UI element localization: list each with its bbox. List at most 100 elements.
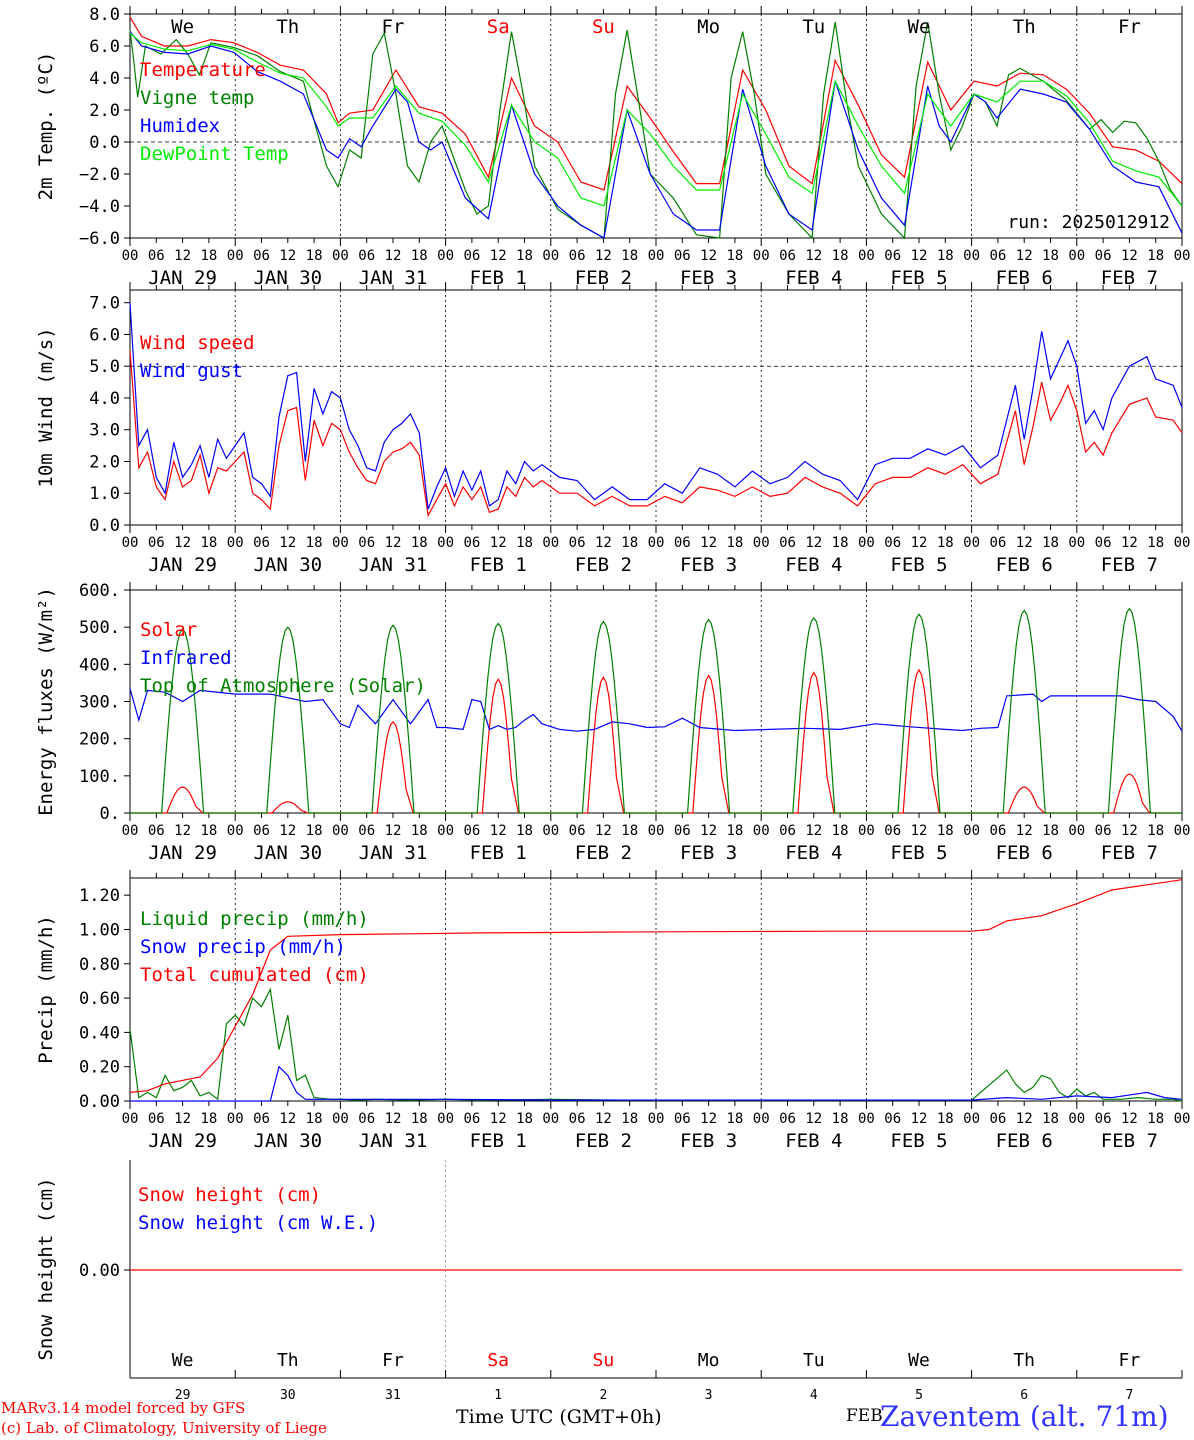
hour-tick-label: 00 xyxy=(332,1111,349,1127)
weekday-label: Fr xyxy=(1119,1350,1141,1371)
hour-tick-label: 18 xyxy=(621,535,638,551)
legend-entry: Temperature xyxy=(140,59,266,81)
date-label: JAN 30 xyxy=(253,554,322,576)
date-label: FEB 7 xyxy=(1101,842,1158,864)
series-line-wind-speed xyxy=(129,350,1183,518)
date-label: FEB 5 xyxy=(890,267,947,289)
hour-tick-label: 18 xyxy=(200,248,217,264)
hour-tick-label: 18 xyxy=(1042,823,1059,839)
date-label: FEB 1 xyxy=(470,554,527,576)
hour-tick-label: 00 xyxy=(858,1111,875,1127)
hour-tick-label: 00 xyxy=(1068,1111,1085,1127)
credit-line-2: (c) Lab. of Climatology, University of L… xyxy=(1,1419,327,1437)
hour-tick-label: 12 xyxy=(595,248,612,264)
y-tick-label: 0.60 xyxy=(79,989,120,1009)
date-label: FEB 2 xyxy=(575,1130,632,1152)
hour-tick-label: 12 xyxy=(385,535,402,551)
hour-tick-label: 18 xyxy=(621,1111,638,1127)
date-label: JAN 30 xyxy=(253,267,322,289)
date-label: FEB 7 xyxy=(1101,1130,1158,1152)
hour-tick-label: 12 xyxy=(174,535,191,551)
hour-tick-label: 06 xyxy=(884,248,901,264)
hour-tick-label: 00 xyxy=(1174,248,1191,264)
series-line-wind-gust xyxy=(129,302,1183,510)
hour-tick-label: 12 xyxy=(805,823,822,839)
hour-tick-label: 18 xyxy=(306,535,323,551)
hour-tick-label: 00 xyxy=(648,1111,665,1127)
date-label: FEB 4 xyxy=(785,842,842,864)
hour-tick-label: 00 xyxy=(542,535,559,551)
hour-tick-label: 00 xyxy=(542,248,559,264)
hour-tick-label: 12 xyxy=(279,1111,296,1127)
hour-tick-label: 12 xyxy=(1121,535,1138,551)
y-axis-label: 10m Wind (m/s) xyxy=(35,327,57,487)
hour-tick-label: 06 xyxy=(253,1111,270,1127)
hour-tick-label: 12 xyxy=(911,823,928,839)
hour-tick-label: 06 xyxy=(674,248,691,264)
hour-tick-label: 00 xyxy=(1068,248,1085,264)
hour-tick-label: 18 xyxy=(411,823,428,839)
y-tick-label: 0.80 xyxy=(79,955,120,975)
date-label: FEB 6 xyxy=(996,1130,1053,1152)
hour-tick-label: 12 xyxy=(174,1111,191,1127)
date-label: FEB 7 xyxy=(1101,267,1158,289)
weekday-label: Fr xyxy=(1118,16,1141,38)
hour-tick-label: 12 xyxy=(700,1111,717,1127)
hour-tick-label: 18 xyxy=(306,1111,323,1127)
y-tick-label: −4.0 xyxy=(79,197,120,217)
date-label: JAN 30 xyxy=(253,842,322,864)
y-tick-label: 0.20 xyxy=(79,1058,120,1078)
hour-tick-label: 18 xyxy=(937,535,954,551)
hour-tick-label: 06 xyxy=(674,823,691,839)
hour-tick-label: 18 xyxy=(200,1111,217,1127)
series-line-total-cumulated-cm- xyxy=(129,879,1183,1093)
hour-tick-label: 12 xyxy=(805,1111,822,1127)
hour-tick-label: 00 xyxy=(963,823,980,839)
hour-tick-label: 12 xyxy=(490,248,507,264)
day-number-label: 6 xyxy=(1020,1388,1028,1403)
hour-tick-label: 12 xyxy=(700,823,717,839)
hour-tick-label: 18 xyxy=(832,248,849,264)
weekday-label: We xyxy=(908,1350,930,1371)
weekday-label: Su xyxy=(592,16,615,38)
hour-tick-label: 12 xyxy=(1016,248,1033,264)
date-label: FEB 3 xyxy=(680,267,737,289)
hour-tick-label: 00 xyxy=(542,823,559,839)
hour-tick-label: 06 xyxy=(358,535,375,551)
hour-tick-label: 12 xyxy=(700,248,717,264)
hour-tick-label: 06 xyxy=(358,248,375,264)
date-label: FEB 6 xyxy=(996,554,1053,576)
hour-tick-label: 18 xyxy=(726,823,743,839)
hour-tick-label: 00 xyxy=(437,248,454,264)
date-label: FEB 1 xyxy=(470,267,527,289)
date-label: JAN 29 xyxy=(148,1130,217,1152)
weekday-label: Mo xyxy=(698,1350,720,1371)
hour-tick-label: 00 xyxy=(122,823,139,839)
hour-tick-label: 18 xyxy=(1147,823,1164,839)
hour-tick-label: 06 xyxy=(253,535,270,551)
y-tick-label: 0.0 xyxy=(89,516,120,536)
date-label: JAN 31 xyxy=(359,267,428,289)
date-label: FEB 4 xyxy=(785,1130,842,1152)
hour-tick-label: 00 xyxy=(1068,823,1085,839)
day-number-label: 2 xyxy=(599,1388,607,1403)
hour-tick-label: 18 xyxy=(411,248,428,264)
station-label: Zaventem (alt. 71m) xyxy=(880,1400,1169,1433)
hour-tick-label: 18 xyxy=(516,535,533,551)
date-label: JAN 29 xyxy=(148,842,217,864)
hour-tick-label: 06 xyxy=(1095,248,1112,264)
hour-tick-label: 06 xyxy=(569,248,586,264)
hour-tick-label: 06 xyxy=(1095,823,1112,839)
hour-tick-label: 12 xyxy=(279,823,296,839)
day-number-label: 5 xyxy=(915,1388,923,1403)
hour-tick-label: 12 xyxy=(1121,248,1138,264)
hour-tick-label: 18 xyxy=(411,1111,428,1127)
hour-tick-label: 00 xyxy=(963,1111,980,1127)
y-tick-label: 6.0 xyxy=(89,37,120,57)
series-line-snow-precip-mm-h- xyxy=(130,1065,1183,1102)
legend-entry: Snow height (cm) xyxy=(138,1184,321,1206)
date-label: FEB 4 xyxy=(785,554,842,576)
hour-tick-label: 18 xyxy=(726,535,743,551)
date-label: FEB 3 xyxy=(680,1130,737,1152)
weekday-label: Mo xyxy=(697,16,720,38)
